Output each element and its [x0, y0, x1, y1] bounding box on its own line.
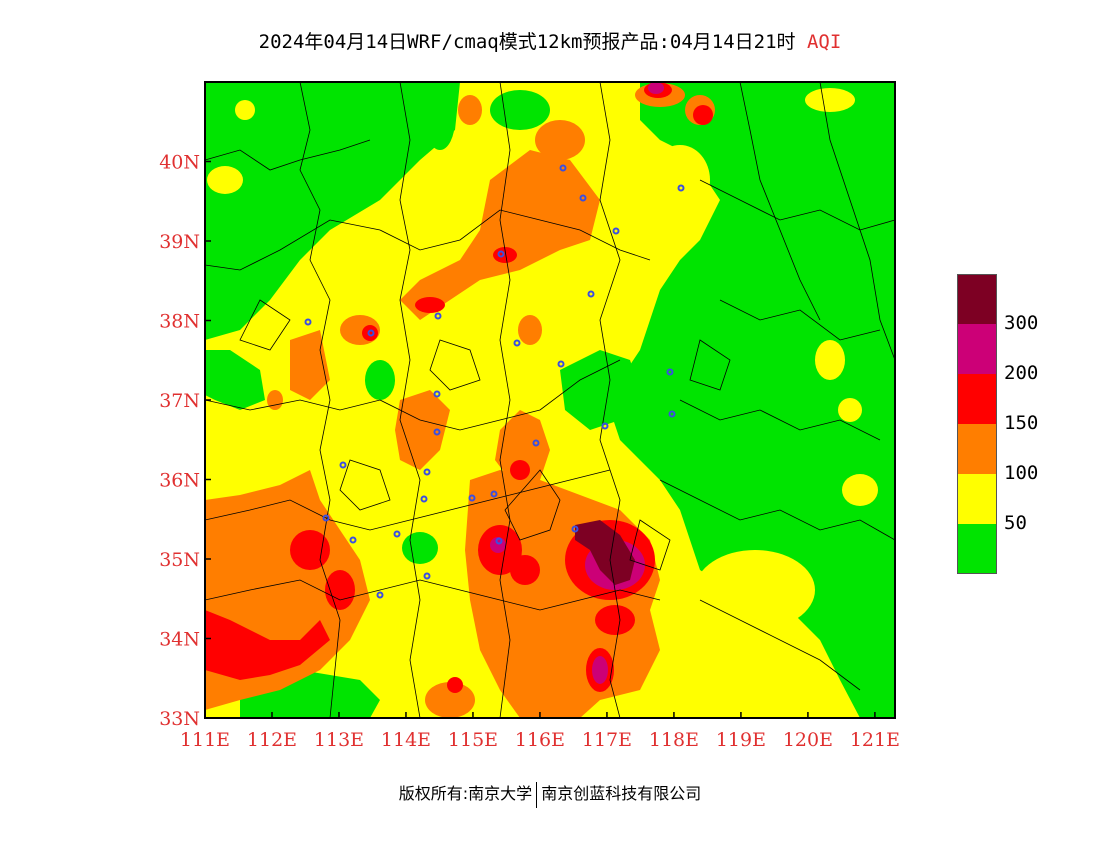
lon-tick-label: 121E	[850, 729, 900, 751]
legend-swatch	[957, 424, 997, 474]
city-marker	[677, 184, 685, 192]
red-region-sw	[205, 610, 330, 680]
maroon-hotspot	[575, 520, 635, 585]
lat-tick-label: 33N	[159, 708, 200, 730]
lon-tick-label: 119E	[716, 729, 766, 751]
city-marker	[668, 410, 676, 418]
city-marker	[557, 360, 565, 368]
lat-tick-label: 34N	[159, 629, 200, 651]
city-marker	[420, 495, 428, 503]
city-marker	[367, 329, 375, 337]
city-marker	[423, 572, 431, 580]
city-marker	[559, 164, 567, 172]
city-marker	[497, 250, 505, 258]
lat-tick-label: 40N	[159, 152, 200, 174]
city-marker	[513, 339, 521, 347]
city-marker	[612, 227, 620, 235]
legend-swatch	[957, 474, 997, 524]
legend	[957, 274, 997, 574]
legend-label: 100	[1004, 462, 1039, 484]
lat-tick-label: 35N	[159, 549, 200, 571]
legend-label: 300	[1004, 312, 1039, 334]
lon-tick-label: 113E	[314, 729, 364, 751]
legend-swatch	[957, 324, 997, 374]
city-marker	[490, 490, 498, 498]
city-marker	[322, 514, 330, 522]
city-marker	[339, 461, 347, 469]
title-variable: AQI	[806, 31, 842, 53]
city-marker	[468, 494, 476, 502]
legend-swatch	[957, 274, 997, 324]
green-region-nw	[205, 82, 460, 340]
city-marker	[587, 290, 595, 298]
lon-tick-label: 115E	[448, 729, 498, 751]
city-marker	[666, 368, 674, 376]
city-marker	[601, 422, 609, 430]
city-marker	[495, 537, 503, 545]
lon-tick-label: 117E	[582, 729, 632, 751]
admin-boundaries	[205, 82, 895, 718]
green-region-ne	[610, 82, 895, 718]
city-marker	[579, 194, 587, 202]
aqi-field	[205, 82, 895, 718]
lat-axis: 40N 39N 38N 37N 36N 35N 34N 33N	[159, 152, 200, 731]
city-marker	[434, 312, 442, 320]
lon-tick-label: 118E	[649, 729, 699, 751]
city-markers	[304, 164, 685, 599]
legend-swatch	[957, 524, 997, 574]
lat-tick-label: 38N	[159, 311, 200, 333]
green-region-w	[205, 350, 265, 410]
lon-tick-label: 112E	[247, 729, 297, 751]
green-region-e-coast	[560, 350, 640, 430]
city-marker	[376, 591, 384, 599]
lat-tick-label: 39N	[159, 231, 200, 253]
legend-label: 200	[1004, 362, 1039, 384]
lon-axis: 111E 112E 113E 114E 115E 116E 117E 118E 119E 120E…	[180, 729, 900, 751]
city-marker	[433, 428, 441, 436]
city-marker	[349, 536, 357, 544]
city-marker	[393, 530, 401, 538]
city-marker	[532, 439, 540, 447]
legend-label: 50	[1004, 512, 1027, 534]
city-marker	[571, 525, 579, 533]
lon-tick-label: 116E	[515, 729, 565, 751]
copyright-left: 版权所有:南京大学	[398, 784, 533, 803]
legend-label: 150	[1004, 412, 1039, 434]
lon-tick-label: 114E	[381, 729, 431, 751]
lon-tick-label: 111E	[180, 729, 230, 751]
map-title: 2024年04月14日WRF/cmaq模式12km预报产品:04月14日21时 …	[0, 27, 1100, 54]
lon-tick-label: 120E	[783, 729, 833, 751]
axis-ticks	[204, 160, 876, 719]
copyright-footer: 版权所有:南京大学 南京创蓝科技有限公司	[0, 780, 1100, 808]
legend-swatch	[957, 374, 997, 424]
lat-tick-label: 37N	[159, 390, 200, 412]
lat-tick-label: 36N	[159, 470, 200, 492]
city-marker	[304, 318, 312, 326]
footer-separator	[536, 781, 538, 808]
title-main: 2024年04月14日WRF/cmaq模式12km预报产品:04月14日21时	[258, 31, 796, 53]
copyright-right: 南京创蓝科技有限公司	[541, 784, 702, 803]
city-marker	[433, 390, 441, 398]
city-marker	[423, 468, 431, 476]
